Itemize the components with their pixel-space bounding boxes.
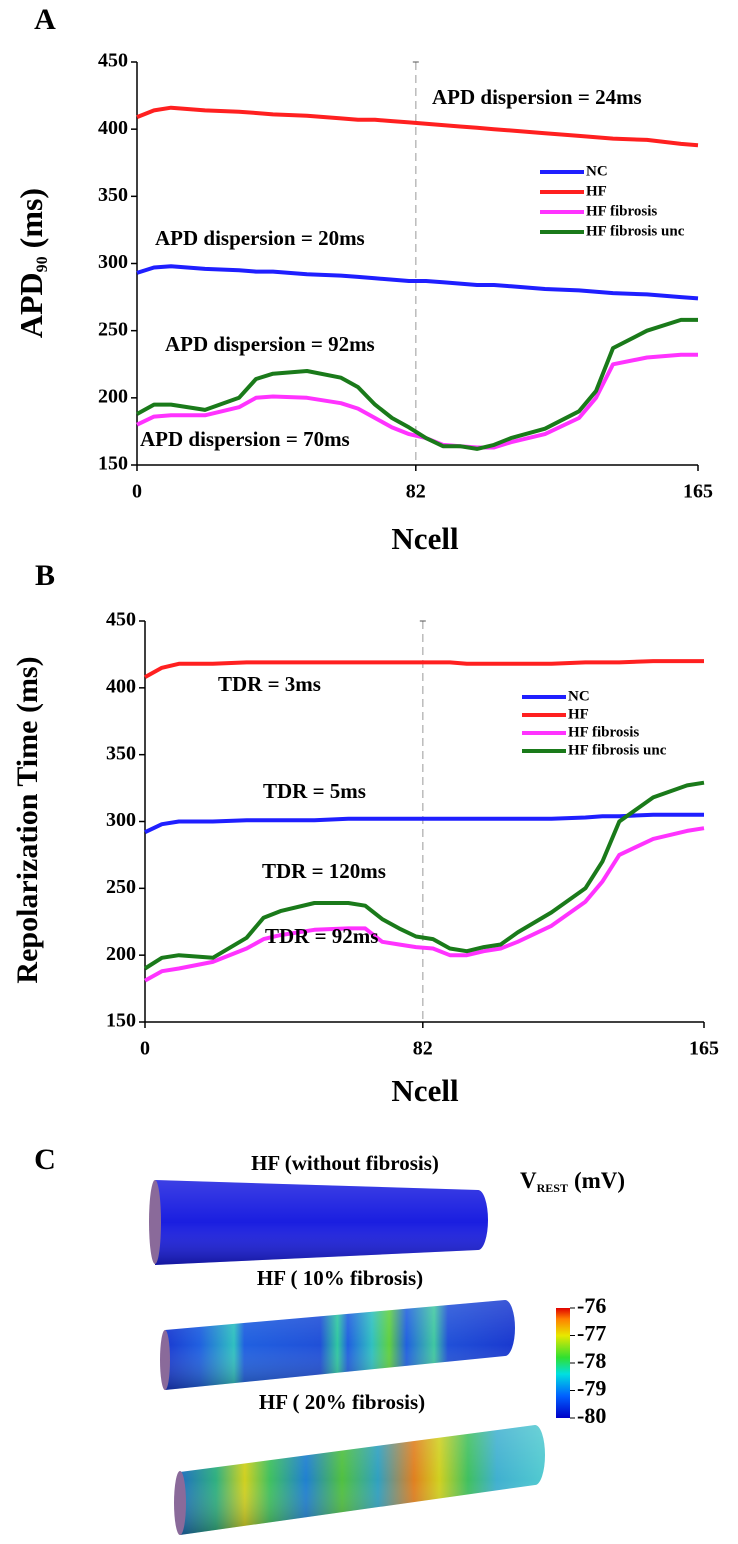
annotation: TDR = 92ms xyxy=(265,924,378,948)
series-line xyxy=(136,264,699,301)
legend-label: HF xyxy=(586,183,607,199)
cylinder-label: HF (without fibrosis) xyxy=(251,1151,439,1175)
series-line xyxy=(143,780,705,971)
colorbar-title-text: V xyxy=(520,1168,537,1193)
colorbar-title: VREST (mV) xyxy=(520,1168,625,1194)
series-line xyxy=(136,352,698,450)
legend-label: HF fibrosis unc xyxy=(568,742,667,758)
cylinder-end xyxy=(160,1330,170,1390)
colorbar-tick-label: -80 xyxy=(577,1403,606,1428)
annotation: APD dispersion = 92ms xyxy=(165,332,375,356)
panel-label: C xyxy=(34,1143,56,1176)
x-axis-label: Ncell xyxy=(391,1073,459,1108)
annotation: TDR = 120ms xyxy=(262,859,386,883)
y-tick-label: 350 xyxy=(106,742,136,764)
panel-label: B xyxy=(35,559,55,592)
cylinder-end xyxy=(149,1180,161,1264)
legend-label: NC xyxy=(586,163,608,179)
y-axis-label: APD90 (ms) xyxy=(13,188,50,338)
annotation: APD dispersion = 24ms xyxy=(432,85,642,109)
y-axis-label-text: Repolarization Time (ms) xyxy=(11,656,44,983)
y-axis-label: Repolarization Time (ms) xyxy=(11,656,44,983)
series-line xyxy=(144,826,705,983)
x-axis-label: Ncell xyxy=(391,521,459,556)
panel-label: A xyxy=(34,3,56,36)
y-tick-label: 400 xyxy=(98,117,128,139)
cylinder-shade xyxy=(155,1180,488,1265)
y-tick-label: 200 xyxy=(98,385,128,407)
y-axis-label-sub: 90 xyxy=(34,256,51,272)
legend-label: NC xyxy=(568,688,590,704)
y-tick-label: 300 xyxy=(98,251,128,273)
x-tick-label: 165 xyxy=(683,481,713,503)
cylinder-label: HF ( 20% fibrosis) xyxy=(259,1390,425,1414)
x-tick-label: 165 xyxy=(689,1038,719,1060)
y-tick-label: 250 xyxy=(98,318,128,340)
colorbar-title-unit: (mV) xyxy=(574,1168,625,1193)
annotation: APD dispersion = 20ms xyxy=(155,226,365,250)
y-tick-label: 300 xyxy=(106,809,136,831)
colorbar-title-sub: REST xyxy=(537,1181,568,1195)
x-tick-label: 0 xyxy=(140,1038,150,1060)
legend-label: HF fibrosis xyxy=(568,724,639,740)
annotation: TDR = 5ms xyxy=(263,779,366,803)
colorbar-tick-label: -79 xyxy=(577,1376,606,1401)
series-line xyxy=(136,105,699,148)
y-tick-label: 450 xyxy=(106,609,136,631)
legend-label: HF xyxy=(568,706,589,722)
series-line xyxy=(144,659,704,679)
cylinder-label: HF ( 10% fibrosis) xyxy=(257,1266,423,1290)
annotation: APD dispersion = 70ms xyxy=(140,427,350,451)
cylinder-end xyxy=(174,1471,186,1535)
colorbar-tick-label: -76 xyxy=(577,1293,606,1318)
x-tick-label: 82 xyxy=(413,1038,433,1060)
colorbar-tick-label: -77 xyxy=(577,1321,606,1346)
series-line xyxy=(144,812,704,835)
x-tick-label: 82 xyxy=(406,481,426,503)
series-line xyxy=(136,317,698,451)
y-tick-label: 350 xyxy=(98,184,128,206)
y-tick-label: 150 xyxy=(98,453,128,475)
y-tick-label: 450 xyxy=(98,50,128,72)
y-axis-label-text: APD xyxy=(13,272,49,338)
cylinder-shade xyxy=(180,1425,545,1535)
y-tick-label: 400 xyxy=(106,675,136,697)
x-tick-label: 0 xyxy=(132,481,142,503)
legend-label: HF fibrosis unc xyxy=(586,223,685,239)
annotation: TDR = 3ms xyxy=(218,672,321,696)
cylinders xyxy=(149,1180,545,1535)
cylinder-shade xyxy=(165,1300,515,1390)
y-tick-label: 150 xyxy=(106,1010,136,1032)
y-tick-label: 250 xyxy=(106,876,136,898)
colorbar xyxy=(556,1308,570,1418)
y-axis-label-unit: (ms) xyxy=(13,188,49,248)
y-tick-label: 200 xyxy=(106,943,136,965)
colorbar-tick-label: -78 xyxy=(577,1348,606,1373)
legend-label: HF fibrosis xyxy=(586,203,657,219)
